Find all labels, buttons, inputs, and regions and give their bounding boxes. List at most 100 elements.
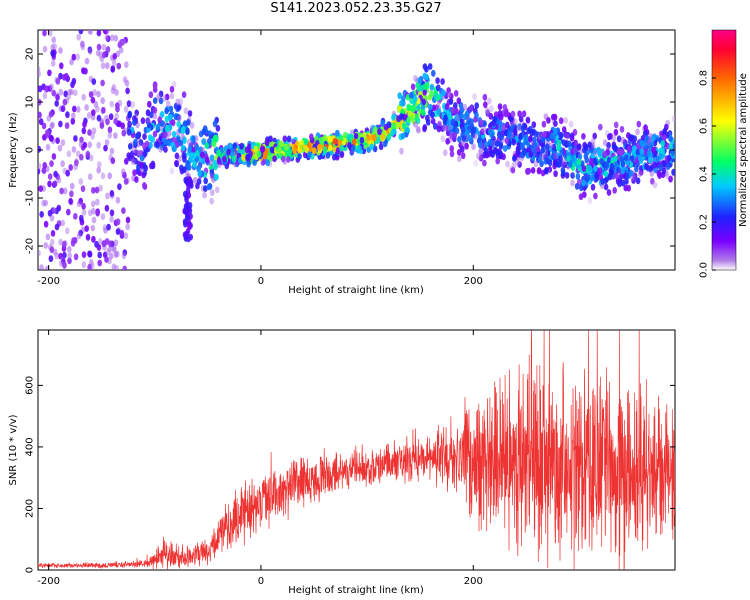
spectrogram-cell <box>376 136 381 144</box>
spectrogram-cell <box>446 90 452 98</box>
spectrogram-cell <box>97 161 102 168</box>
spectrogram-cell <box>504 137 510 145</box>
spectrogram-cell <box>49 83 54 91</box>
spectrogram-cell <box>448 97 454 105</box>
spectrogram-cell <box>127 143 133 150</box>
spectrogram-cell <box>570 155 576 163</box>
snr-x-tick-label: 0 <box>258 576 264 587</box>
spectrogram-cell <box>98 184 103 192</box>
spectrogram-cell <box>149 162 154 170</box>
spectrogram-cell <box>260 145 266 153</box>
spectrogram-cell <box>116 62 122 70</box>
spectrogram-cell <box>431 69 436 77</box>
spectrogram-cell <box>91 235 96 243</box>
spectrogram-cell <box>407 105 412 112</box>
spectrogram-cell <box>253 145 259 153</box>
spectrogram-cell <box>666 154 672 162</box>
spectrogram-cell <box>100 79 105 87</box>
spectrogram-cell <box>178 139 184 147</box>
spectrogram-cell <box>101 43 107 51</box>
spectrogram-cell <box>460 152 466 160</box>
spectrogram-cell <box>189 122 195 129</box>
spectrogram-cell <box>561 126 567 133</box>
spectrogram-cell <box>440 135 446 143</box>
spectrogram-cell <box>142 142 147 150</box>
spectrogram-cell <box>347 141 352 149</box>
spectrogram-cell <box>101 51 107 59</box>
spectrogram-cell <box>38 162 42 170</box>
spectrogram-cell <box>101 240 107 248</box>
spectrogram-cell <box>152 97 158 104</box>
spectrogram-cell <box>593 149 598 157</box>
spectrogram-cell <box>182 190 188 198</box>
spectrogram-cell <box>284 144 290 151</box>
spectrogram-cell <box>339 151 345 159</box>
spectrogram-cell <box>91 187 96 194</box>
spectrogram-cell <box>670 148 675 156</box>
spectrogram-cell <box>441 89 446 97</box>
spectrogram-cell <box>171 130 177 138</box>
spectrogram-cell <box>369 143 375 151</box>
spectrogram-cell <box>62 251 67 259</box>
spectrogram-cell <box>604 161 609 169</box>
spectrogram-cell <box>511 138 517 146</box>
spectrogram-cell <box>427 63 433 70</box>
spectrogram-cell <box>629 155 635 162</box>
spectrogram-cell <box>635 144 641 151</box>
spectrogram-cell <box>540 136 546 144</box>
spectrogram-cell <box>87 47 93 55</box>
spectrogram-cell <box>628 169 634 177</box>
spectrogram-cell <box>269 146 275 154</box>
spectrogram-cell <box>282 135 288 143</box>
snr-y-tick-label: 400 <box>25 437 36 456</box>
spectrogram-cell <box>542 130 547 138</box>
spectrogram-cell <box>226 149 232 156</box>
spectrogram-cell <box>93 100 99 108</box>
spectrogram-cell <box>209 159 214 167</box>
spectrogram-cell <box>38 118 44 126</box>
spectrogram-cell <box>332 137 338 145</box>
spectrogram-cell <box>434 93 439 101</box>
spectrogram-cell <box>639 139 645 147</box>
spectrogram-cell <box>399 99 404 107</box>
spectrogram-cell <box>483 101 488 109</box>
spectrogram-cell <box>422 63 428 70</box>
spectrogram-cell <box>188 213 193 220</box>
spectrogram-cell <box>47 173 53 181</box>
spectrogram-cell <box>507 130 512 138</box>
spectrogram-cell <box>115 102 120 110</box>
spectrogram-cell <box>97 251 102 259</box>
spectrogram-cell <box>516 124 522 132</box>
spectrogram-cell <box>620 179 626 187</box>
spectrogram-cell <box>163 146 168 153</box>
spectrogram-cell <box>378 143 384 151</box>
spectrogram-cell <box>95 198 100 206</box>
spectrogram-cell <box>416 126 421 134</box>
spectrogram-cell <box>265 159 271 167</box>
spectrogram-cell <box>581 165 587 173</box>
spectrogram-cell <box>502 104 508 111</box>
spectrogram-cell <box>592 157 598 165</box>
spectrogram-x-tick-label: -200 <box>37 276 60 287</box>
spectrogram-cell <box>42 162 47 169</box>
spectrogram-cell <box>90 224 96 232</box>
spectrogram-cell <box>107 172 112 180</box>
spectrogram-cell <box>211 140 217 148</box>
spectrogram-marks <box>38 30 675 270</box>
spectrogram-cell <box>87 250 93 258</box>
spectrogram-cell <box>594 172 599 180</box>
spectrogram-cell <box>183 176 188 184</box>
spectrogram-cell <box>38 145 42 153</box>
spectrogram-cell <box>417 77 423 85</box>
spectrogram-cell <box>357 145 362 152</box>
spectrogram-cell <box>411 105 416 113</box>
spectrogram-cell <box>60 219 65 227</box>
spectrogram-cell <box>51 36 56 44</box>
spectrogram-cell <box>67 245 72 253</box>
spectrogram-cell <box>94 240 99 248</box>
spectrogram-cell <box>87 209 93 217</box>
spectrogram-cell <box>213 135 219 143</box>
spectrogram-cell <box>606 189 612 196</box>
spectrogram-cell <box>671 115 675 122</box>
spectrogram-cell <box>583 152 589 160</box>
